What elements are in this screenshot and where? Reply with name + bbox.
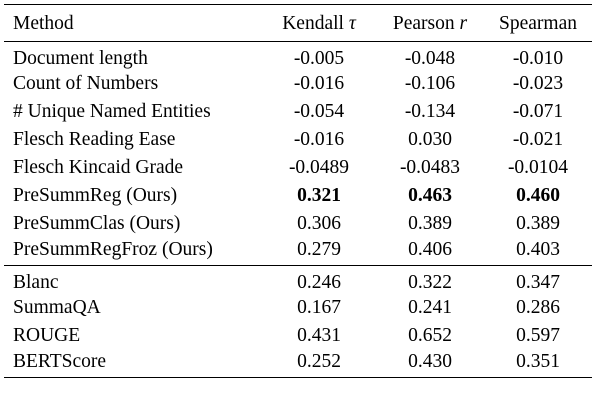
spearman-cell: 0.286 bbox=[516, 296, 560, 318]
kendall-cell: 0.246 bbox=[297, 272, 341, 293]
method-cell: PreSummRegFroz (Ours) bbox=[13, 238, 213, 260]
spearman-cell: -0.071 bbox=[512, 100, 564, 122]
method-cell: Blanc bbox=[13, 272, 59, 293]
kendall-cell: 0.167 bbox=[297, 296, 341, 318]
table-row: SummaQA 0.167 0.241 0.286 bbox=[4, 294, 592, 322]
method-cell: # Unique Named Entities bbox=[13, 100, 211, 122]
pearson-cell: 0.322 bbox=[408, 272, 452, 293]
pearson-cell: -0.106 bbox=[404, 72, 456, 94]
table-row: Flesch Reading Ease -0.016 0.030 -0.021 bbox=[4, 126, 592, 154]
table-body: Document length -0.005 -0.048 -0.010 Cou… bbox=[4, 42, 592, 378]
method-cell: Document length bbox=[13, 48, 148, 69]
table-row: ROUGE 0.431 0.652 0.597 bbox=[4, 322, 592, 350]
table-row: PreSummReg (Ours) 0.321 0.463 0.460 bbox=[4, 182, 592, 210]
spearman-cell: 0.351 bbox=[516, 350, 560, 372]
method-cell: Flesch Reading Ease bbox=[13, 128, 176, 150]
kendall-cell: 0.431 bbox=[297, 324, 341, 346]
results-table-container: Method Kendall τ Pearson r Spearman Docu… bbox=[4, 4, 592, 378]
table-row: BERTScore 0.252 0.430 0.351 bbox=[4, 350, 592, 378]
kendall-cell: -0.005 bbox=[293, 48, 345, 69]
method-cell: Flesch Kincaid Grade bbox=[13, 156, 184, 178]
pearson-cell: -0.134 bbox=[404, 100, 456, 122]
header-method: Method bbox=[13, 12, 74, 34]
table-row: Document length -0.005 -0.048 -0.010 bbox=[4, 42, 592, 70]
table-row: PreSummClas (Ours) 0.306 0.389 0.389 bbox=[4, 210, 592, 238]
method-cell: SummaQA bbox=[13, 296, 101, 318]
method-cell: Count of Numbers bbox=[13, 72, 159, 94]
kendall-cell: -0.016 bbox=[293, 128, 345, 150]
header-pearson-label: Pearson bbox=[392, 12, 455, 34]
pearson-cell: -0.048 bbox=[404, 48, 456, 69]
table-header: Method Kendall τ Pearson r Spearman bbox=[4, 4, 592, 42]
table-row: # Unique Named Entities -0.054 -0.134 -0… bbox=[4, 98, 592, 126]
pearson-cell: -0.0483 bbox=[399, 156, 461, 178]
method-cell: PreSummReg (Ours) bbox=[13, 184, 178, 206]
spearman-cell: 0.597 bbox=[516, 324, 560, 346]
pearson-cell: 0.389 bbox=[408, 212, 452, 234]
kendall-cell: 0.306 bbox=[297, 212, 341, 234]
pearson-cell-best: 0.463 bbox=[408, 184, 452, 206]
header-kendall-symbol: τ bbox=[348, 12, 356, 34]
pearson-cell: 0.030 bbox=[408, 128, 452, 150]
method-cell: BERTScore bbox=[13, 350, 107, 372]
header-row: Method Kendall τ Pearson r Spearman bbox=[4, 4, 592, 42]
pearson-cell: 0.652 bbox=[408, 324, 452, 346]
kendall-cell: 0.252 bbox=[297, 350, 341, 372]
spearman-cell: 0.389 bbox=[516, 212, 560, 234]
method-cell: ROUGE bbox=[13, 324, 81, 346]
spearman-cell: -0.023 bbox=[512, 72, 564, 94]
kendall-cell: -0.054 bbox=[293, 100, 345, 122]
kendall-cell: 0.279 bbox=[297, 238, 341, 260]
table-row: PreSummRegFroz (Ours) 0.279 0.406 0.403 bbox=[4, 238, 592, 266]
results-table: Method Kendall τ Pearson r Spearman Docu… bbox=[4, 4, 592, 378]
header-pearson: Pearson r bbox=[376, 5, 484, 42]
pearson-cell: 0.406 bbox=[408, 238, 452, 260]
pearson-cell: 0.430 bbox=[408, 350, 452, 372]
kendall-cell: -0.016 bbox=[293, 72, 345, 94]
header-kendall-label: Kendall bbox=[282, 12, 344, 34]
spearman-cell: 0.347 bbox=[516, 272, 560, 293]
pearson-cell: 0.241 bbox=[408, 296, 452, 318]
header-pearson-symbol: r bbox=[459, 12, 468, 34]
spearman-cell-best: 0.460 bbox=[516, 184, 560, 206]
spearman-cell: -0.010 bbox=[512, 48, 564, 69]
spearman-cell: 0.403 bbox=[516, 238, 560, 260]
spearman-cell: -0.0104 bbox=[507, 156, 569, 178]
table-row: Blanc 0.246 0.322 0.347 bbox=[4, 266, 592, 294]
header-kendall: Kendall τ bbox=[262, 5, 376, 42]
table-row: Flesch Kincaid Grade -0.0489 -0.0483 -0.… bbox=[4, 154, 592, 182]
header-spearman: Spearman bbox=[499, 12, 577, 34]
method-cell: PreSummClas (Ours) bbox=[13, 212, 181, 234]
spearman-cell: -0.021 bbox=[512, 128, 564, 150]
kendall-cell: -0.0489 bbox=[288, 156, 350, 178]
table-row: Count of Numbers -0.016 -0.106 -0.023 bbox=[4, 70, 592, 98]
kendall-cell-best: 0.321 bbox=[297, 184, 341, 206]
